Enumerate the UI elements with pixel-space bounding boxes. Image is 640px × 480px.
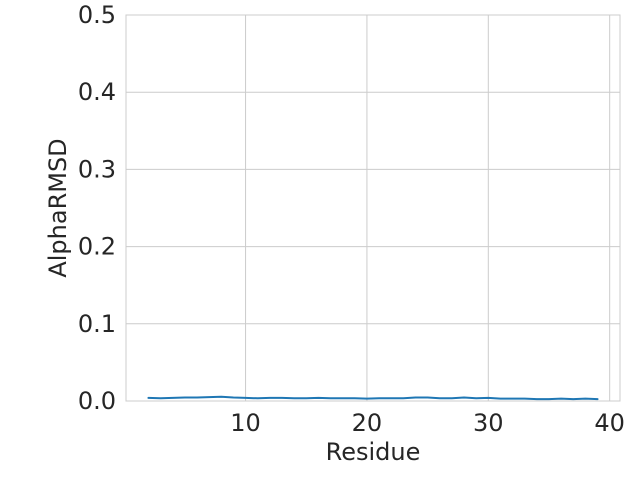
grid-lines [126,14,620,402]
x-tick-label: 10 [230,409,261,437]
y-tick-label: 0.0 [78,387,116,415]
y-tick-label: 0.3 [78,155,116,183]
x-axis-label: Residue [326,438,421,466]
x-tick-label: 40 [594,409,625,437]
x-tick-label: 20 [352,409,383,437]
y-tick-label: 0.2 [78,233,116,261]
plot-frame [125,14,621,402]
x-tick-label: 30 [473,409,504,437]
y-tick-label: 0.5 [78,1,116,29]
y-tick-label: 0.4 [78,78,116,106]
series-line [147,395,599,401]
y-tick-label: 0.1 [78,310,116,338]
series-layer [147,395,599,401]
y-axis-label: AlphaRMSD [44,138,72,277]
x-axis-ticks: 10 20 30 40 [230,409,625,437]
y-axis-ticks: 0.0 0.1 0.2 0.3 0.4 0.5 [78,1,116,415]
